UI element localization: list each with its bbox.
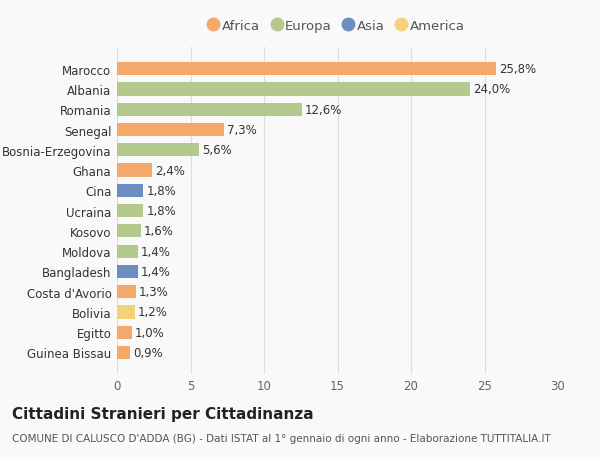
Text: 1,3%: 1,3% [139, 285, 169, 298]
Text: 1,0%: 1,0% [134, 326, 164, 339]
Bar [117, 83, 470, 96]
Bar [117, 205, 143, 218]
Bar [117, 245, 137, 258]
Text: 5,6%: 5,6% [202, 144, 232, 157]
Text: 1,6%: 1,6% [143, 225, 173, 238]
Text: 12,6%: 12,6% [305, 104, 343, 117]
Bar [117, 225, 140, 238]
Bar [117, 285, 136, 299]
Text: 2,4%: 2,4% [155, 164, 185, 177]
Bar [117, 164, 152, 177]
Text: 1,8%: 1,8% [146, 185, 176, 197]
Legend: Africa, Europa, Asia, America: Africa, Europa, Asia, America [206, 16, 469, 37]
Bar [117, 144, 199, 157]
Bar [117, 185, 143, 197]
Bar [117, 326, 132, 339]
Bar [117, 346, 130, 359]
Bar [117, 123, 224, 137]
Text: 7,3%: 7,3% [227, 124, 257, 137]
Bar [117, 265, 137, 278]
Text: 1,4%: 1,4% [140, 245, 170, 258]
Text: 25,8%: 25,8% [499, 63, 536, 76]
Text: 1,2%: 1,2% [137, 306, 167, 319]
Text: 1,8%: 1,8% [146, 205, 176, 218]
Text: 0,9%: 0,9% [133, 346, 163, 359]
Bar [117, 306, 134, 319]
Text: 24,0%: 24,0% [473, 84, 510, 96]
Bar [117, 63, 496, 76]
Text: 1,4%: 1,4% [140, 265, 170, 278]
Text: Cittadini Stranieri per Cittadinanza: Cittadini Stranieri per Cittadinanza [12, 406, 314, 421]
Text: COMUNE DI CALUSCO D'ADDA (BG) - Dati ISTAT al 1° gennaio di ogni anno - Elaboraz: COMUNE DI CALUSCO D'ADDA (BG) - Dati IST… [12, 433, 551, 443]
Bar [117, 103, 302, 117]
